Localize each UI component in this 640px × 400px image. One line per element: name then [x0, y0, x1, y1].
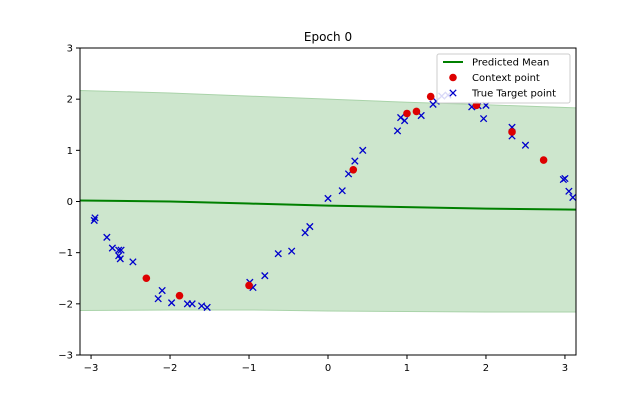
x-tick-label: 2: [483, 363, 489, 374]
target-point: [158, 286, 166, 295]
legend-label-target-point: True Target point: [471, 89, 556, 100]
x-tick-label: −3: [84, 363, 99, 374]
target-point: [154, 295, 162, 303]
y-tick-label: −1: [58, 248, 73, 259]
target-point: [129, 258, 137, 266]
target-point: [274, 250, 282, 258]
x-tick-label: 3: [562, 363, 568, 374]
target-point: [479, 114, 488, 123]
target-point: [324, 194, 332, 203]
y-tick-label: 3: [67, 44, 73, 55]
target-point: [521, 141, 530, 149]
context-point: [508, 128, 516, 136]
context-point: [403, 109, 411, 118]
target-point: [103, 233, 111, 241]
legend-swatch-context-point: [449, 73, 457, 82]
target-point: [167, 299, 176, 307]
context-point: [245, 281, 253, 290]
target-point: [338, 187, 346, 195]
context-point: [349, 165, 358, 174]
x-axis-ticks: −3 −2 −1 0 1 2 3: [84, 355, 568, 374]
context-point: [175, 291, 184, 300]
target-point: [393, 127, 402, 135]
target-point: [90, 216, 98, 225]
target-point: [306, 222, 314, 231]
target-point: [301, 229, 309, 237]
target-point: [115, 246, 123, 254]
context-point: [142, 274, 151, 283]
context-point: [426, 92, 435, 101]
context-points-layer: [142, 92, 548, 300]
target-point: [261, 272, 269, 280]
target-point: [351, 157, 359, 165]
y-tick-label: 2: [67, 95, 73, 106]
target-point: [561, 174, 569, 183]
legend-label-predicted-mean: Predicted Mean: [472, 58, 549, 69]
target-point: [203, 303, 211, 312]
y-tick-label: 1: [67, 146, 73, 157]
x-tick-label: −1: [242, 363, 257, 374]
target-point: [117, 246, 125, 254]
target-point: [400, 116, 409, 125]
context-point: [539, 156, 548, 164]
y-tick-label: −2: [58, 299, 73, 310]
target-point: [197, 302, 206, 310]
target-point: [359, 146, 367, 154]
y-tick-label: −3: [58, 351, 73, 362]
y-tick-label: 0: [67, 197, 73, 208]
legend-swatch-target-point: [449, 89, 457, 97]
target-point: [108, 244, 117, 252]
y-axis-ticks: −3 −2 −1 0 1 2 3: [58, 44, 80, 362]
legend: Predicted Mean Context point True Target p…: [436, 53, 571, 104]
context-point: [412, 107, 421, 116]
x-tick-label: −2: [163, 363, 178, 374]
x-tick-label: 0: [325, 363, 331, 374]
target-point: [116, 255, 124, 263]
predicted-mean-line: [79, 199, 577, 211]
target-point: [288, 247, 296, 255]
legend-label-context-point: Context point: [472, 73, 540, 84]
target-point: [565, 187, 573, 195]
target-point: [569, 193, 577, 202]
legend-box: [436, 53, 571, 104]
x-tick-label: 1: [404, 363, 410, 374]
chart-title: Epoch 0: [304, 30, 352, 44]
target-point: [188, 300, 196, 308]
predicted-mean-layer: [79, 199, 577, 211]
